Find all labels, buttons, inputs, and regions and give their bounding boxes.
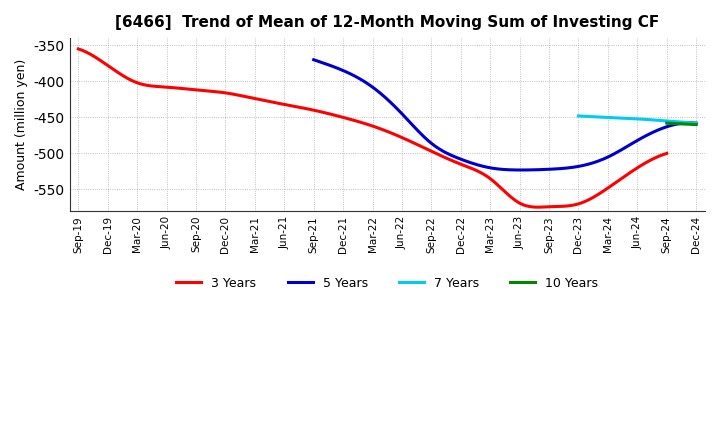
Y-axis label: Amount (million yen): Amount (million yen) (15, 59, 28, 190)
Title: [6466]  Trend of Mean of 12-Month Moving Sum of Investing CF: [6466] Trend of Mean of 12-Month Moving … (115, 15, 660, 30)
Legend: 3 Years, 5 Years, 7 Years, 10 Years: 3 Years, 5 Years, 7 Years, 10 Years (171, 272, 603, 295)
